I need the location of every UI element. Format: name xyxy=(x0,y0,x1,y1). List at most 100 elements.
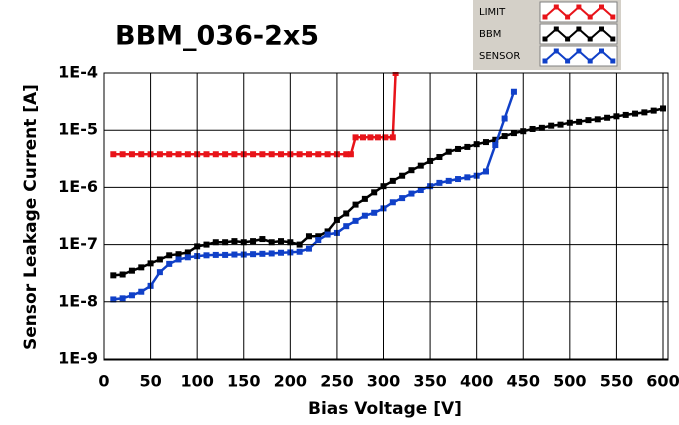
data-point xyxy=(464,174,471,181)
data-point xyxy=(455,145,462,152)
legend-swatch-box xyxy=(539,23,618,45)
data-point xyxy=(250,251,257,258)
legend-marker xyxy=(565,36,571,42)
data-point xyxy=(110,151,117,158)
y-axis-label: Sensor Leakage Current [A] xyxy=(21,84,41,350)
data-point xyxy=(231,251,238,258)
data-point xyxy=(305,151,312,158)
data-point xyxy=(374,134,381,141)
data-point xyxy=(399,195,406,202)
legend-marker xyxy=(599,48,604,54)
data-point xyxy=(138,288,145,295)
legend-marker xyxy=(599,26,604,32)
data-point xyxy=(212,251,219,258)
y-tick-label: 1E-6 xyxy=(58,177,98,196)
data-point xyxy=(632,110,639,117)
data-point xyxy=(445,148,452,155)
legend-marker xyxy=(610,14,616,20)
data-point xyxy=(436,179,443,186)
legend-marker xyxy=(587,58,593,64)
y-tick-label: 1E-8 xyxy=(58,291,98,310)
data-point xyxy=(268,151,275,158)
data-point xyxy=(641,109,648,116)
data-point xyxy=(315,151,322,158)
data-point xyxy=(324,228,331,235)
data-point xyxy=(464,143,471,150)
x-tick-label: 300 xyxy=(367,372,400,391)
data-point xyxy=(305,233,312,240)
data-point xyxy=(222,239,229,246)
data-point xyxy=(622,111,629,118)
data-point xyxy=(166,252,173,259)
legend-marker xyxy=(610,36,616,42)
data-point xyxy=(417,187,424,194)
data-point xyxy=(184,249,191,256)
legend-marker xyxy=(542,36,548,42)
legend-marker xyxy=(542,14,548,20)
data-point xyxy=(212,239,219,246)
data-point xyxy=(557,121,564,128)
x-tick-label: 400 xyxy=(460,372,493,391)
data-point xyxy=(455,176,462,183)
data-point xyxy=(501,133,508,140)
x-tick-label: 600 xyxy=(646,372,679,391)
data-point xyxy=(343,151,350,158)
data-point xyxy=(389,199,396,206)
data-point xyxy=(315,233,322,240)
legend-marker xyxy=(610,58,616,64)
legend-marker xyxy=(599,4,604,10)
data-point xyxy=(361,195,368,202)
data-point xyxy=(278,238,285,245)
data-point xyxy=(278,249,285,256)
chart-title: BBM_036-2x5 xyxy=(115,21,319,52)
data-point xyxy=(128,151,135,158)
y-tick-label: 1E-7 xyxy=(58,234,98,253)
legend-marker xyxy=(576,48,582,54)
legend-label: SENSOR xyxy=(479,51,520,62)
data-point xyxy=(510,130,517,137)
x-tick-label: 250 xyxy=(320,372,353,391)
data-point xyxy=(482,139,489,146)
data-point xyxy=(548,122,555,129)
data-point xyxy=(343,223,350,230)
x-tick-label: 350 xyxy=(413,372,446,391)
legend-marker xyxy=(553,26,559,32)
data-point xyxy=(250,238,257,245)
y-tick-label: 1E-4 xyxy=(58,63,98,82)
data-point xyxy=(594,116,601,123)
data-point xyxy=(156,269,163,276)
plot-area xyxy=(103,72,669,361)
data-point xyxy=(119,271,126,278)
data-point xyxy=(371,209,378,216)
data-point xyxy=(119,151,126,158)
data-point xyxy=(538,124,545,131)
data-point xyxy=(250,151,257,158)
legend-marker xyxy=(576,26,582,32)
data-point xyxy=(445,177,452,184)
data-point xyxy=(389,134,396,141)
data-point xyxy=(399,172,406,179)
data-point xyxy=(203,252,210,259)
y-tick-label: 1E-9 xyxy=(58,349,98,368)
y-tick-label: 1E-5 xyxy=(58,120,98,139)
data-point xyxy=(175,151,182,158)
x-tick-label: 50 xyxy=(139,372,161,391)
x-tick-label: 550 xyxy=(600,372,633,391)
data-point xyxy=(110,272,117,279)
data-point xyxy=(482,168,489,175)
data-point xyxy=(585,117,592,124)
data-point xyxy=(360,134,367,141)
data-point xyxy=(128,267,135,274)
data-point xyxy=(119,295,126,302)
data-point xyxy=(296,248,303,255)
x-tick-label: 100 xyxy=(180,372,213,391)
data-point xyxy=(138,264,145,271)
data-point xyxy=(184,151,191,158)
legend-label: LIMIT xyxy=(479,7,506,18)
data-point xyxy=(576,118,583,125)
data-point xyxy=(128,292,135,299)
data-point xyxy=(231,238,238,245)
data-point xyxy=(166,151,173,158)
data-point xyxy=(175,251,182,258)
legend-swatch-box xyxy=(539,1,618,23)
